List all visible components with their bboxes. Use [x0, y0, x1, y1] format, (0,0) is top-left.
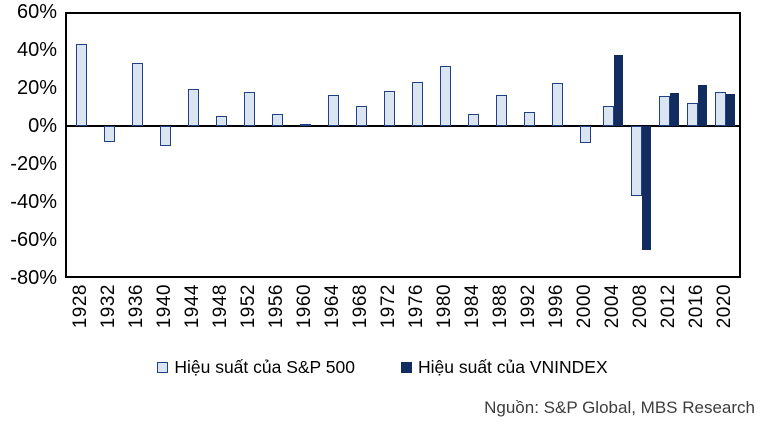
y-axis-tick--60: -60% — [10, 229, 57, 251]
x-axis-tick-1988: 1988 — [490, 284, 511, 329]
legend-label-vnindex: Hiệu suất của VNINDEX — [417, 357, 608, 377]
x-axis-tick-1976: 1976 — [406, 284, 427, 329]
y-axis-tick--20: -20% — [10, 153, 57, 175]
bar-sp500-1964 — [327, 95, 339, 127]
x-axis-tick-2016: 2016 — [686, 284, 707, 329]
legend: Hiệu suất của S&P 500 Hiệu suất của VNIN… — [0, 357, 765, 378]
zero-axis-line — [67, 125, 739, 128]
y-axis-tick-60: 60% — [16, 1, 57, 23]
bar-sp500-1940 — [159, 126, 171, 146]
x-axis-tick-1944: 1944 — [182, 284, 203, 329]
bar-sp500-2008 — [631, 126, 642, 196]
x-axis-tick-1968: 1968 — [350, 284, 371, 329]
bar-sp500-1980 — [439, 65, 451, 127]
bar-sp500-2000 — [579, 126, 591, 144]
x-axis-tick-1992: 1992 — [518, 284, 539, 329]
x-axis-tick-1940: 1940 — [154, 284, 175, 329]
bar-vnindex-2020 — [726, 93, 735, 127]
y-axis-tick-0: 0% — [28, 115, 57, 137]
bar-sp500-1932 — [103, 126, 115, 143]
x-axis-tick-1952: 1952 — [238, 284, 259, 329]
x-axis-tick-1980: 1980 — [434, 284, 455, 329]
bar-sp500-2012 — [659, 96, 670, 127]
bar-sp500-2020 — [715, 91, 726, 127]
x-axis-tick-1984: 1984 — [462, 284, 483, 329]
bar-sp500-1936 — [131, 62, 143, 127]
bar-vnindex-2008 — [642, 126, 651, 250]
bar-sp500-1948 — [215, 115, 227, 127]
x-axis-tick-2004: 2004 — [602, 284, 623, 329]
bar-sp500-1956 — [271, 113, 283, 127]
bar-vnindex-2016 — [698, 85, 707, 127]
bar-sp500-1972 — [383, 90, 395, 127]
x-axis-tick-1936: 1936 — [126, 284, 147, 329]
legend-item-sp500: Hiệu suất của S&P 500 — [157, 357, 355, 378]
x-axis-tick-1932: 1932 — [98, 284, 119, 329]
bar-vnindex-2012 — [670, 93, 679, 127]
x-axis-tick-1964: 1964 — [322, 284, 343, 329]
x-axis-tick-2012: 2012 — [658, 284, 679, 329]
bar-sp500-1992 — [523, 112, 535, 127]
vnindex-swatch-icon — [400, 362, 412, 373]
bar-vnindex-2004 — [614, 55, 623, 127]
bar-sp500-1944 — [187, 89, 199, 127]
y-axis-tick--80: -80% — [10, 267, 57, 289]
bar-sp500-1996 — [551, 83, 563, 127]
legend-item-vnindex: Hiệu suất của VNINDEX — [400, 357, 608, 378]
x-axis-tick-1956: 1956 — [266, 284, 287, 329]
bar-sp500-1988 — [495, 94, 507, 127]
x-axis-tick-1972: 1972 — [378, 284, 399, 329]
bar-sp500-1968 — [355, 105, 367, 127]
x-axis-tick-1996: 1996 — [546, 284, 567, 329]
bar-sp500-1952 — [243, 91, 255, 127]
x-axis-tick-2000: 2000 — [574, 284, 595, 329]
y-axis-tick--40: -40% — [10, 191, 57, 213]
bar-sp500-1928 — [75, 43, 87, 127]
x-axis-tick-2008: 2008 — [630, 284, 651, 329]
x-axis-tick-1960: 1960 — [294, 284, 315, 329]
x-axis-tick-1928: 1928 — [70, 284, 91, 329]
plot-area — [65, 12, 741, 278]
bar-sp500-1976 — [411, 81, 423, 127]
source-note: Nguồn: S&P Global, MBS Research — [484, 398, 755, 417]
x-axis-tick-1948: 1948 — [210, 284, 231, 329]
legend-label-sp500: Hiệu suất của S&P 500 — [174, 357, 355, 377]
bar-sp500-2004 — [603, 105, 614, 127]
bar-sp500-1984 — [467, 114, 479, 127]
sp500-swatch-icon — [157, 362, 169, 373]
bar-sp500-2016 — [687, 103, 698, 127]
x-axis-tick-2020: 2020 — [714, 284, 735, 329]
y-axis-tick-20: 20% — [16, 77, 57, 99]
bar-sp500-1960 — [299, 123, 311, 127]
y-axis-tick-40: 40% — [16, 39, 57, 61]
